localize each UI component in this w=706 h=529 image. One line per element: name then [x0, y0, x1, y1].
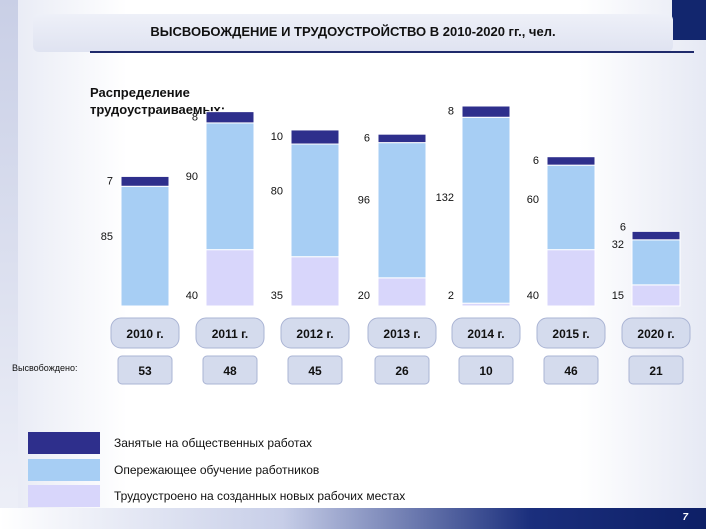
value-label-advanced-training-5: 60: [527, 194, 539, 206]
bar-public-works-4: [461, 105, 511, 118]
bar-new-jobs-2: [290, 256, 340, 307]
value-label-new-jobs-1: 40: [186, 290, 198, 302]
released-box-2: [287, 355, 343, 385]
released-row-label: Высвобождено:: [12, 363, 78, 373]
bar-public-works-1: [205, 111, 255, 124]
page-number: 7: [682, 512, 688, 523]
bar-advanced-training-4: [461, 116, 511, 304]
value-label-advanced-training-4: 132: [436, 192, 454, 204]
value-label-new-jobs-3: 20: [358, 290, 370, 302]
legend-label-public-works: Занятые на общественных работах: [114, 436, 313, 450]
category-box-0: [110, 317, 180, 349]
bar-advanced-training-3: [377, 142, 427, 279]
bar-advanced-training-5: [546, 164, 596, 251]
value-label-new-jobs-5: 40: [527, 290, 539, 302]
legend-swatch-public-works: [28, 432, 100, 454]
value-label-public-works-4: 8: [448, 106, 454, 118]
released-value-6: 21: [649, 364, 663, 378]
title-underline: [90, 51, 694, 53]
value-label-advanced-training-1: 90: [186, 171, 198, 183]
value-label-new-jobs-4: 2: [448, 290, 454, 302]
category-label-1: 2011 г.: [212, 327, 249, 341]
released-box-1: [202, 355, 258, 385]
bar-new-jobs-3: [377, 277, 427, 307]
value-label-advanced-training-6: 32: [612, 239, 624, 251]
value-label-advanced-training-0: 85: [101, 231, 113, 243]
value-label-public-works-6: 6: [620, 221, 626, 233]
legend-swatch-advanced-training: [28, 459, 100, 481]
bar-new-jobs-6: [631, 284, 681, 307]
legend-swatch-new-jobs: [28, 485, 100, 507]
value-label-advanced-training-3: 96: [358, 194, 370, 206]
category-label-2: 2012 г.: [296, 327, 333, 341]
category-label-3: 2013 г.: [383, 327, 420, 341]
legend-label-new-jobs: Трудоустроено на созданных новых рабочих…: [114, 489, 406, 503]
value-label-public-works-1: 8: [192, 111, 198, 123]
released-value-5: 46: [564, 364, 578, 378]
released-value-2: 45: [308, 364, 322, 378]
category-box-5: [536, 317, 606, 349]
released-box-0: [117, 355, 173, 385]
value-label-public-works-3: 6: [364, 132, 370, 144]
bar-public-works-5: [546, 156, 596, 166]
released-box-5: [543, 355, 599, 385]
bar-public-works-3: [377, 133, 427, 144]
bar-advanced-training-2: [290, 143, 340, 258]
bar-advanced-training-6: [631, 239, 681, 286]
category-box-1: [195, 317, 265, 349]
footer-bar: [0, 508, 706, 529]
value-label-new-jobs-6: 15: [612, 290, 624, 302]
title-panel: [33, 14, 673, 52]
value-label-public-works-5: 6: [533, 155, 539, 167]
released-box-3: [374, 355, 430, 385]
bar-public-works-2: [290, 129, 340, 145]
value-label-public-works-2: 10: [271, 131, 283, 143]
released-box-4: [458, 355, 514, 385]
legend-label-advanced-training: Опережающее обучение работников: [114, 463, 320, 477]
value-label-new-jobs-2: 35: [271, 290, 283, 302]
bar-advanced-training-0: [120, 185, 170, 307]
category-box-3: [367, 317, 437, 349]
bar-public-works-6: [631, 230, 681, 241]
category-box-4: [451, 317, 521, 349]
corner-decor: [672, 0, 706, 40]
released-value-4: 10: [479, 364, 493, 378]
category-label-4: 2014 г.: [467, 327, 504, 341]
released-box-6: [628, 355, 684, 385]
page-title: ВЫСВОБОЖДЕНИЕ И ТРУДОУСТРОЙСТВО В 2010-2…: [150, 24, 556, 39]
bar-new-jobs-1: [205, 249, 255, 307]
value-label-public-works-0: 7: [107, 175, 113, 187]
chart-subtitle: Распределение трудоустраиваемых:: [90, 85, 226, 117]
released-value-1: 48: [223, 364, 237, 378]
category-label-6: 2020 г.: [637, 327, 674, 341]
bar-new-jobs-5: [546, 249, 596, 307]
category-box-6: [621, 317, 691, 349]
bar-public-works-0: [120, 175, 170, 187]
category-label-0: 2010 г.: [126, 327, 163, 341]
bar-advanced-training-1: [205, 122, 255, 251]
left-decor-strip: [0, 0, 18, 529]
category-label-5: 2015 г.: [552, 327, 589, 341]
value-label-advanced-training-2: 80: [271, 186, 283, 198]
released-value-0: 53: [138, 364, 152, 378]
category-box-2: [280, 317, 350, 349]
released-value-3: 26: [395, 364, 409, 378]
